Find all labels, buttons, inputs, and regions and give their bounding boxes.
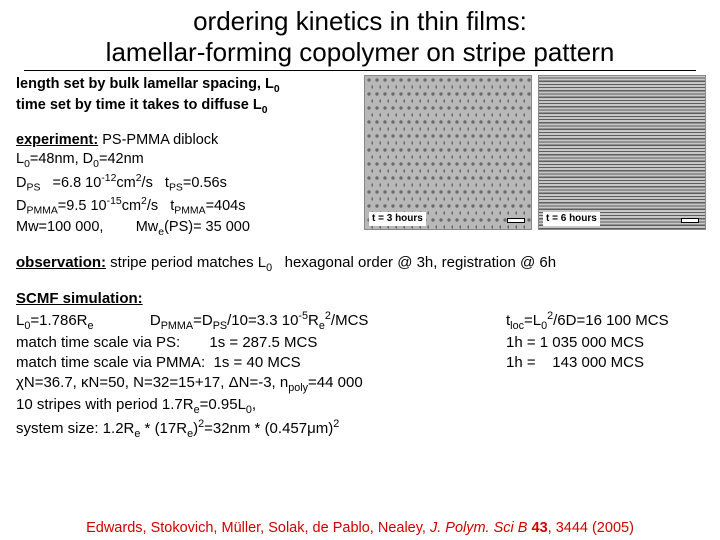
sim-size: system size: 1.2R (16, 420, 134, 437)
sim-stripes-line: 10 stripes with period 1.7Re=0.95L0, (16, 395, 704, 417)
left-column: length set by bulk lamellar spacing, L0 … (16, 75, 356, 239)
title-line-1: ordering kinetics in thin films: (193, 6, 527, 36)
sim-tloc-sub: loc (510, 320, 524, 332)
top-row: length set by bulk lamellar spacing, L0 … (16, 75, 704, 239)
observation-text: stripe period matches L (106, 254, 266, 271)
simulation-header: SCMF simulation: (16, 290, 143, 307)
exp-mw: Mw=100 000, Mw (16, 219, 158, 235)
exp-d0-val: =42nm (99, 151, 144, 167)
figure-6h-scalebar (681, 218, 699, 223)
simulation-block: SCMF simulation: L0=1.786Re DPMMA=DPS/10… (16, 289, 704, 441)
sim-d: D (150, 312, 161, 329)
sim-d-mid: =D (193, 312, 213, 329)
sim-l0-sub: e (88, 320, 94, 332)
sim-size-post: =32nm * (0.457μm) (204, 420, 333, 437)
exp-dpmma-sub: PMMA (26, 206, 57, 217)
sim-d-sub2: PS (213, 320, 227, 332)
observation-text2: hexagonal order @ 3h, registration @ 6h (272, 254, 556, 271)
intro-l2-sub: 0 (262, 105, 268, 116)
exp-dpmma-post: /s t (147, 198, 174, 214)
exp-dpmma-unit: cm (122, 198, 141, 214)
exp-dpmma: D (16, 198, 26, 214)
figure-3h-label: t = 3 hours (369, 212, 426, 227)
simulation-grid: L0=1.786Re DPMMA=DPS/10=3.3 10-5Re2/MCS … (16, 309, 704, 373)
sim-row3-left: match time scale via PMMA: 1s = 40 MCS (16, 353, 496, 373)
sim-size-mid: * (17R (140, 420, 187, 437)
sim-row1-left: L0=1.786Re DPMMA=DPS/10=3.3 10-5Re2/MCS (16, 309, 496, 333)
experiment-desc: PS-PMMA diblock (98, 132, 218, 148)
exp-dps-sub: PS (26, 182, 40, 193)
sim-stripes-mid: =0.95L (200, 396, 246, 413)
sim-row3-right: 1h = 143 000 MCS (506, 353, 704, 373)
sim-row2-right: 1h = 1 035 000 MCS (506, 333, 704, 353)
sim-d-exp: -5 (298, 310, 308, 322)
exp-dps-pre: =6.8 10 (40, 174, 101, 190)
sim-chi-line: χN=36.7, κN=50, N=32=15+17, ΔN=-3, npoly… (16, 373, 704, 395)
sim-chi-post: =44 000 (308, 374, 363, 391)
exp-dps: D (16, 174, 26, 190)
figure-row: t = 3 hours t = 6 hours (364, 75, 706, 239)
cite-journal: J. Polym. Sci B (430, 520, 532, 536)
citation: Edwards, Stokovich, Müller, Solak, de Pa… (0, 520, 720, 536)
sim-row2-left: match time scale via PS: 1s = 287.5 MCS (16, 333, 496, 353)
cite-authors: Edwards, Stokovich, Müller, Solak, de Pa… (86, 520, 430, 536)
figure-3h-hex: t = 3 hours (364, 75, 532, 230)
sim-size-2b: 2 (333, 418, 339, 430)
exp-dps-exp: -12 (101, 173, 116, 184)
cite-page: , 3444 (2005) (548, 520, 634, 536)
intro-l1-sub: 0 (274, 84, 280, 95)
observation-block: observation: stripe period matches L0 he… (16, 254, 704, 275)
cite-vol: 43 (532, 520, 548, 536)
sim-d-val: /10=3.3 10 (227, 312, 298, 329)
title-line-2: lamellar-forming copolymer on stripe pat… (106, 37, 615, 67)
sim-chi-sub: poly (288, 382, 308, 394)
sim-stripes: 10 stripes with period 1.7R (16, 396, 194, 413)
sim-l0-val: =1.786R (30, 312, 87, 329)
title-underline (24, 70, 696, 71)
sim-row1-right: tloc=L02/6D=16 100 MCS (506, 309, 704, 333)
intro-l2: time set by time it takes to diffuse L (16, 97, 262, 113)
intro-l1: length set by bulk lamellar spacing, L (16, 76, 274, 92)
sim-d-re: R (308, 312, 319, 329)
exp-tpmma-sub: PMMA (174, 206, 205, 217)
exp-tpmma-val: =404s (206, 198, 246, 214)
exp-l0-val: =48nm, D (30, 151, 93, 167)
exp-tps-sub: PS (169, 182, 183, 193)
intro-text: length set by bulk lamellar spacing, L0 … (16, 75, 356, 117)
sim-d-sub: PMMA (161, 320, 193, 332)
observation-header: observation: (16, 254, 106, 271)
slide-title: ordering kinetics in thin films: lamella… (0, 0, 720, 70)
sim-size-line: system size: 1.2Re * (17Re)2=32nm * (0.4… (16, 417, 704, 441)
sim-d-post: /MCS (331, 312, 369, 329)
figure-6h-label: t = 6 hours (543, 212, 600, 227)
exp-dps-post: /s t (142, 174, 169, 190)
sim-tloc-val: /6D=16 100 MCS (553, 312, 668, 329)
sim-tloc-mid: =L (524, 312, 541, 329)
exp-dpmma-pre: =9.5 10 (58, 198, 107, 214)
sim-stripes-end: , (252, 396, 256, 413)
exp-l0: L (16, 151, 24, 167)
figure-6h-stripes: t = 6 hours (538, 75, 706, 230)
exp-dps-unit: cm (116, 174, 135, 190)
content-area: length set by bulk lamellar spacing, L0 … (0, 75, 720, 441)
experiment-block: experiment: PS-PMMA diblock L0=48nm, D0=… (16, 131, 356, 239)
experiment-header: experiment: (16, 132, 98, 148)
figure-3h-scalebar (507, 218, 525, 223)
exp-dpmma-exp: -15 (107, 196, 122, 207)
sim-chi: χN=36.7, κN=50, N=32=15+17, ΔN=-3, n (16, 374, 288, 391)
exp-mw-post: (PS)= 35 000 (164, 219, 250, 235)
exp-tps-val: =0.56s (183, 174, 227, 190)
